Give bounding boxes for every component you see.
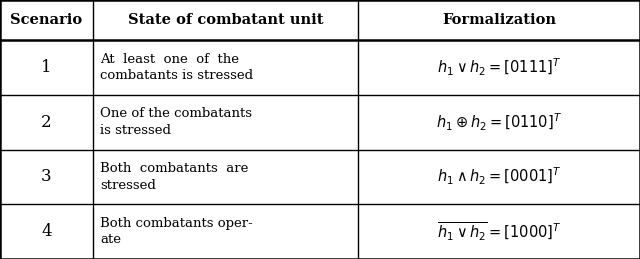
Text: Both combatants oper-
ate: Both combatants oper- ate bbox=[100, 217, 253, 246]
Text: Both  combatants  are
stressed: Both combatants are stressed bbox=[100, 162, 249, 192]
Text: 1: 1 bbox=[41, 59, 52, 76]
Text: $\overline{h_1 \vee h_2} = [1000]^T$: $\overline{h_1 \vee h_2} = [1000]^T$ bbox=[437, 220, 561, 243]
Text: Formalization: Formalization bbox=[442, 13, 556, 27]
Text: 3: 3 bbox=[41, 168, 52, 185]
Text: $h_1 \oplus h_2 = [0110]^T$: $h_1 \oplus h_2 = [0110]^T$ bbox=[436, 112, 563, 133]
Text: Scenario: Scenario bbox=[10, 13, 83, 27]
Text: At  least  one  of  the
combatants is stressed: At least one of the combatants is stress… bbox=[100, 53, 253, 82]
Text: $h_1 \wedge h_2 = [0001]^T$: $h_1 \wedge h_2 = [0001]^T$ bbox=[437, 166, 561, 188]
Text: State of combatant unit: State of combatant unit bbox=[128, 13, 323, 27]
Text: One of the combatants
is stressed: One of the combatants is stressed bbox=[100, 107, 253, 137]
Text: 4: 4 bbox=[41, 223, 52, 240]
Text: $h_1 \vee h_2 = [0111]^T$: $h_1 \vee h_2 = [0111]^T$ bbox=[437, 57, 561, 78]
Text: 2: 2 bbox=[41, 114, 52, 131]
